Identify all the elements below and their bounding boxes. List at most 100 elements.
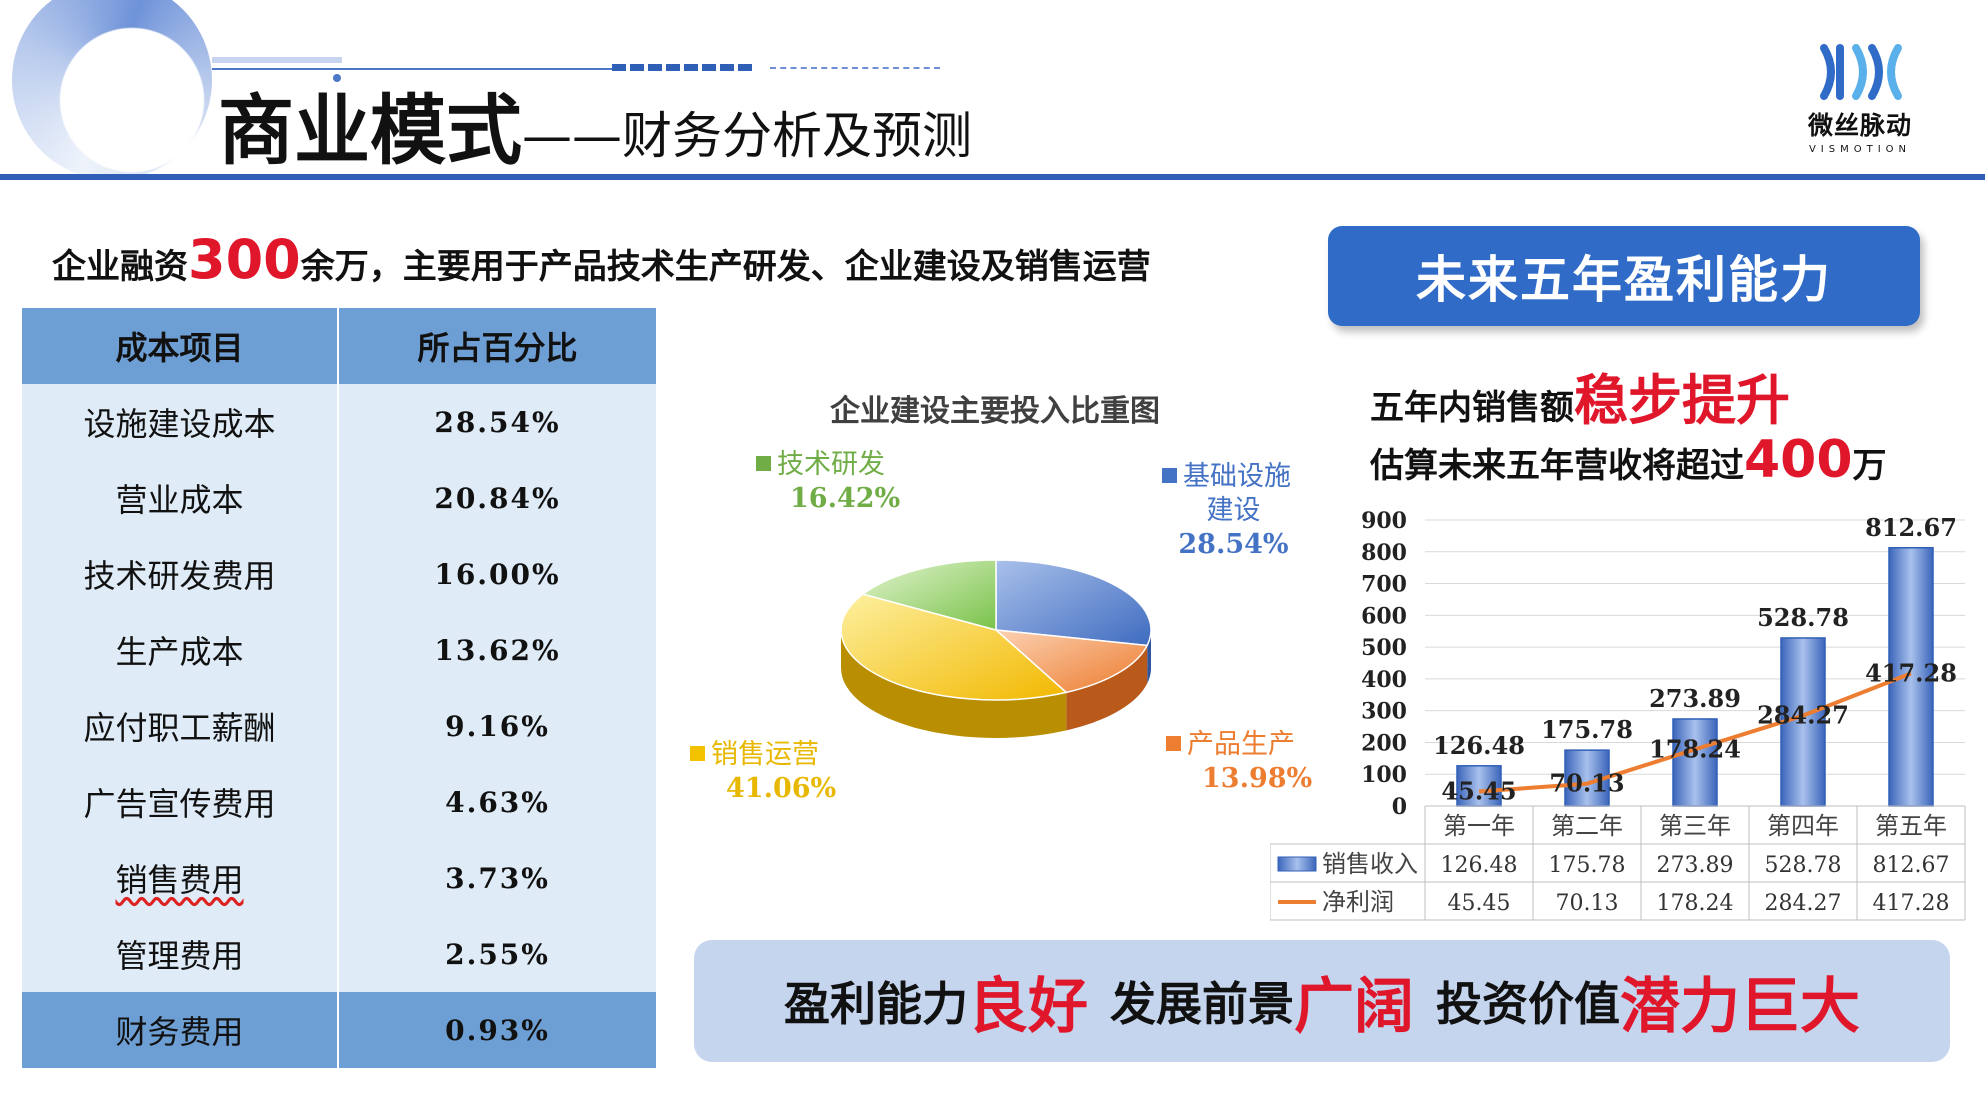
data-table-cell: 284.27 [1765, 891, 1842, 916]
pie-label-sales: 销售运营 41.06% [690, 738, 836, 806]
pie-slice-side [1066, 645, 1148, 731]
pie-label-name: 技术研发 [777, 449, 885, 480]
pie-label-tech: 技术研发 16.42% [756, 448, 900, 516]
x-category-label: 第三年 [1659, 812, 1731, 840]
pie-label-production: 产品生产 13.98% [1166, 728, 1312, 796]
cost-pct: 9.16% [338, 688, 656, 764]
line-data-label: 45.45 [1441, 777, 1516, 806]
cost-pct: 28.54% [338, 384, 656, 460]
cost-item-label: 销售费用 [115, 861, 244, 899]
header-divider [0, 174, 1985, 180]
y-tick-label: 300 [1361, 699, 1407, 725]
funding-prefix: 企业融资 [52, 247, 188, 287]
cost-pct: 2.55% [338, 916, 656, 992]
bar-data-label: 528.78 [1757, 603, 1849, 632]
y-tick-label: 600 [1361, 603, 1407, 629]
line-data-label: 70.13 [1549, 769, 1624, 798]
bar-data-label: 812.67 [1865, 513, 1957, 542]
line-data-label: 417.28 [1865, 658, 1957, 687]
cost-item: 生产成本 [22, 612, 339, 688]
funding-suffix: 余万，主要用于产品技术生产研发、企业建设及销售运营 [300, 247, 1151, 287]
conclusion-emphasis: 广阔 [1294, 971, 1414, 1042]
column-header: 成本项目 [22, 308, 339, 384]
line-data-label: 178.24 [1649, 734, 1741, 763]
pie-slice [993, 629, 1149, 694]
series-name: 销售收入 [1322, 850, 1418, 878]
data-table-cell: 273.89 [1657, 853, 1734, 878]
table-row: 生产成本 13.62% [22, 612, 656, 688]
decorative-dashes [612, 64, 752, 71]
table-row: 营业成本 20.84% [22, 460, 656, 536]
conclusion-emphasis: 良好 [968, 971, 1088, 1042]
line-data-label: 284.27 [1757, 701, 1849, 730]
cost-pct: 16.00% [338, 536, 656, 612]
decorative-dot [333, 74, 341, 82]
y-tick-label: 500 [1361, 635, 1407, 661]
table-header-row: 成本项目 所占百分比 [22, 308, 656, 384]
pie-chart [840, 559, 1152, 738]
pie-label-infra: 基础设施 建设 28.54% [1162, 460, 1291, 562]
cost-item: 管理费用 [22, 916, 339, 992]
title-main: 商业模式 [218, 86, 522, 175]
table-row: 设施建设成本 28.54% [22, 384, 656, 460]
pie-slice [861, 559, 997, 631]
logo-name: 微丝脉动 [1807, 111, 1912, 140]
data-table-cell: 45.45 [1448, 891, 1511, 916]
cost-pct: 13.62% [338, 612, 656, 688]
y-tick-label: 900 [1361, 508, 1407, 534]
decorative-line [212, 68, 612, 70]
y-tick-label: 100 [1361, 762, 1407, 788]
pie-label-value: 13.98% [1202, 763, 1313, 794]
column-header: 所占百分比 [338, 308, 656, 384]
table-row: 销售费用 3.73% [22, 840, 656, 916]
conclusion-text: 盈利能力 [784, 977, 968, 1031]
bar-data-label: 126.48 [1433, 731, 1525, 760]
cost-item: 技术研发费用 [22, 536, 339, 612]
pie-slice [995, 559, 1152, 647]
logo-wave-icon [1820, 44, 1902, 100]
profit-line [1478, 671, 1912, 794]
title-sub: ——财务分析及预测 [522, 107, 972, 165]
y-tick-label: 0 [1392, 794, 1407, 820]
funding-statement: 企业融资300余万，主要用于产品技术生产研发、企业建设及销售运营 [52, 228, 1151, 291]
cost-pct: 20.84% [338, 460, 656, 536]
conclusion-emphasis: 潜力巨大 [1620, 971, 1860, 1042]
pie-slice [840, 593, 1068, 701]
x-category-label: 第二年 [1551, 812, 1623, 840]
revenue-suffix: 万 [1852, 446, 1887, 486]
table-row: 技术研发费用 16.00% [22, 536, 656, 612]
cost-table: 成本项目 所占百分比 设施建设成本 28.54% 营业成本 20.84% 技术研… [22, 308, 656, 1068]
table-row: 财务费用 0.93% [22, 992, 656, 1068]
cost-pct: 3.73% [338, 840, 656, 916]
legend-swatch [1162, 468, 1177, 483]
sales-growth-text: 五年内销售额稳步提升 [1370, 356, 1790, 435]
cost-pct: 0.93% [338, 992, 656, 1068]
cost-item: 销售费用 [22, 840, 339, 916]
bar-data-label: 175.78 [1541, 715, 1633, 744]
revenue-profit-chart: 0 100 200 300 400 500 600 700 800 900 126.48 175.7… [1270, 508, 1966, 921]
bar-sales [1672, 718, 1718, 807]
pie-label-value: 28.54% [1178, 529, 1289, 560]
legend-swatch [1166, 736, 1181, 751]
y-tick-label: 200 [1361, 730, 1407, 756]
cost-pct: 4.63% [338, 764, 656, 840]
pie-slice-side [841, 630, 1067, 738]
table-row: 应付职工薪酬 9.16% [22, 688, 656, 764]
cost-item: 设施建设成本 [22, 384, 339, 460]
y-tick-label: 800 [1361, 540, 1407, 566]
data-table-cell: 175.78 [1549, 853, 1626, 878]
data-table-cell: 812.67 [1873, 853, 1950, 878]
cost-item: 营业成本 [22, 460, 339, 536]
revenue-estimate-text: 估算未来五年营收将超过400万 [1370, 430, 1887, 490]
sales-growth-prefix: 五年内销售额 [1370, 388, 1574, 428]
legend-swatch [690, 746, 705, 761]
brand-logo: 微丝脉动 VISMOTION [1780, 40, 1940, 170]
page-title: 商业模式 ——财务分析及预测 [218, 86, 972, 176]
pie-label-name: 基础设施 [1183, 461, 1291, 492]
x-category-label: 第一年 [1443, 812, 1515, 840]
series-name: 净利润 [1322, 888, 1394, 916]
decorative-line [212, 57, 342, 63]
conclusion-text: 发展前景 [1110, 977, 1294, 1031]
pie-label-name: 销售运营 [711, 739, 819, 770]
decorative-ring [12, 0, 212, 180]
